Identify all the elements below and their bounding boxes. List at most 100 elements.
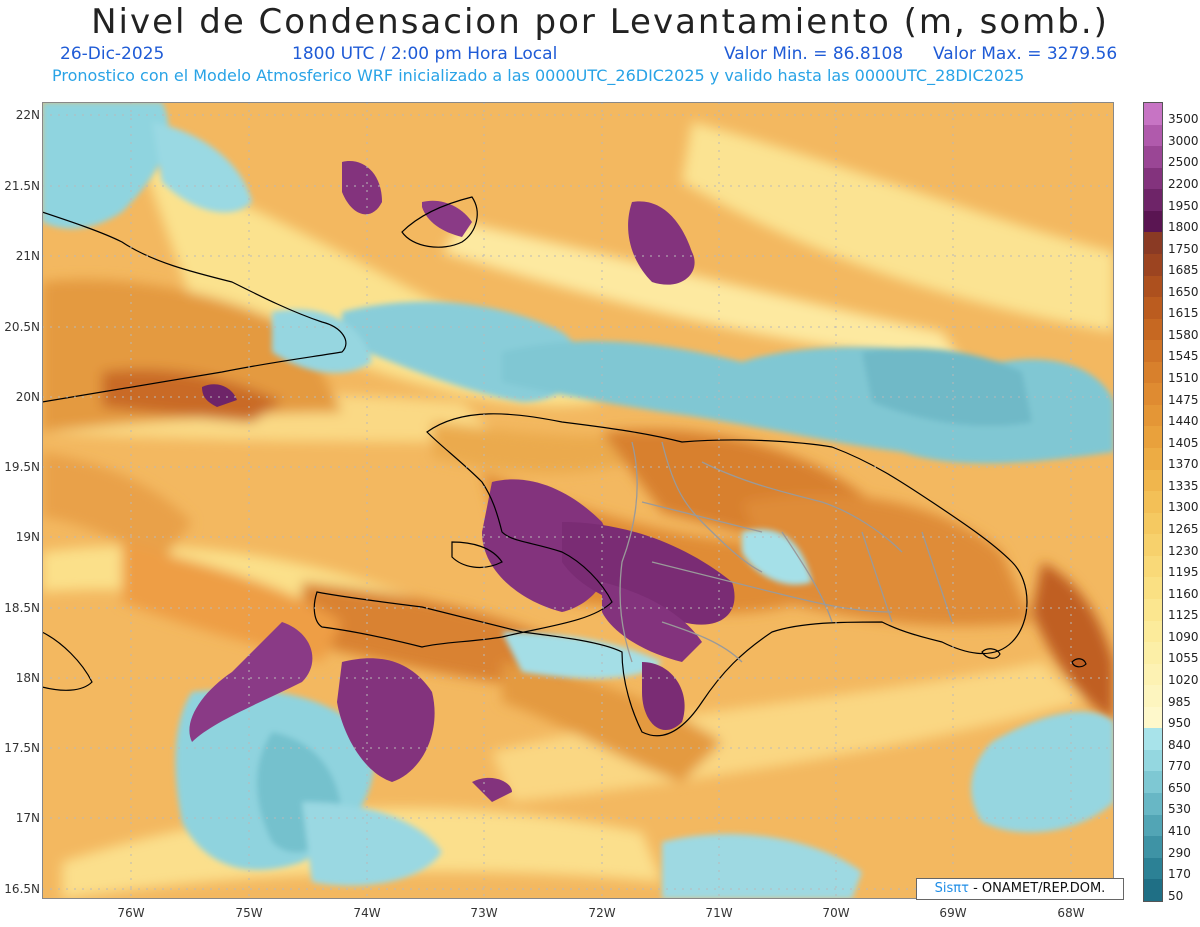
lat-label: 18.5N [4, 601, 40, 615]
colorbar-swatch [1144, 275, 1162, 298]
colorbar-swatch [1144, 167, 1162, 190]
colorbar-swatch [1144, 448, 1162, 470]
colorbar-level-label: 1615 [1168, 306, 1199, 321]
colorbar-swatch [1144, 297, 1162, 319]
lon-label: 76W [117, 906, 145, 920]
colorbar-level-label: 1055 [1168, 651, 1199, 666]
colorbar-swatch [1144, 340, 1162, 362]
colorbar-level-label: 170 [1168, 867, 1191, 882]
colorbar-swatch [1144, 685, 1162, 707]
credit-box: Sisπτ - ONAMET/REP.DOM. [916, 878, 1124, 900]
lat-label: 22N [15, 108, 40, 122]
colorbar-level-label: 290 [1168, 845, 1191, 860]
time-label: 1800 UTC / 2:00 pm Hora Local [292, 44, 558, 64]
colorbar-level-label: 1440 [1168, 414, 1199, 429]
min-value-label: Valor Min. = 86.8108 [724, 44, 904, 64]
colorbar [1143, 102, 1163, 902]
colorbar-level-label: 1685 [1168, 263, 1199, 278]
lat-label: 17.5N [4, 741, 40, 755]
lon-label: 68W [1057, 906, 1085, 920]
lon-label: 73W [470, 906, 498, 920]
colorbar-level-label: 3500 [1168, 112, 1199, 127]
colorbar-swatch [1144, 404, 1162, 427]
lon-label: 70W [822, 906, 850, 920]
colorbar-swatch [1144, 577, 1162, 599]
lon-label: 71W [705, 906, 733, 920]
colorbar-swatch [1144, 598, 1162, 621]
colorbar-swatch [1144, 620, 1162, 643]
colorbar-swatch [1144, 210, 1162, 233]
colorbar-swatch [1144, 189, 1162, 211]
colorbar-level-label: 1510 [1168, 371, 1199, 386]
lat-label: 18N [15, 671, 40, 685]
colorbar-swatch [1144, 642, 1162, 664]
colorbar-level-label: 1160 [1168, 586, 1199, 601]
colorbar-level-label: 2200 [1168, 176, 1199, 191]
lat-label: 19N [15, 530, 40, 544]
sispt-logo: Sisπτ [934, 881, 969, 896]
colorbar-swatch [1144, 771, 1162, 793]
map-panel [42, 102, 1114, 899]
colorbar-swatch [1144, 318, 1162, 341]
colorbar-swatch [1144, 469, 1162, 492]
colorbar-level-label: 1650 [1168, 284, 1199, 299]
colorbar-swatch [1144, 124, 1162, 147]
colorbar-level-label: 1125 [1168, 608, 1199, 623]
colorbar-level-label: 985 [1168, 694, 1191, 709]
lat-label: 16.5N [4, 882, 40, 896]
colorbar-level-label: 1580 [1168, 327, 1199, 342]
colorbar-swatch [1144, 534, 1162, 556]
field-shading [42, 122, 1114, 899]
colorbar-swatch [1144, 512, 1162, 535]
colorbar-level-label: 1230 [1168, 543, 1199, 558]
lat-label: 17N [15, 811, 40, 825]
lon-label: 69W [939, 906, 967, 920]
grid-lines [42, 102, 1114, 899]
forecast-label: Pronostico con el Modelo Atmosferico WRF… [52, 66, 1025, 85]
colorbar-swatch [1144, 836, 1162, 858]
lat-label: 21.5N [4, 179, 40, 193]
colorbar-swatch [1144, 793, 1162, 815]
lon-label: 72W [588, 906, 616, 920]
colorbar-level-label: 1265 [1168, 522, 1199, 537]
colorbar-swatch [1144, 146, 1162, 168]
date-label: 26-Dic-2025 [60, 44, 165, 64]
colorbar-swatch [1144, 361, 1162, 384]
chart-title: Nivel de Condensacion por Levantamiento … [91, 2, 1109, 42]
province-borders [619, 441, 953, 663]
lon-label: 74W [353, 906, 381, 920]
colorbar-swatch [1144, 857, 1162, 880]
colorbar-swatch [1144, 426, 1162, 448]
colorbar-swatch [1144, 879, 1162, 901]
colorbar-level-label: 1950 [1168, 198, 1199, 213]
colorbar-level-label: 650 [1168, 780, 1191, 795]
colorbar-level-label: 3000 [1168, 133, 1199, 148]
colorbar-swatch [1144, 103, 1162, 125]
colorbar-level-label: 1090 [1168, 629, 1199, 644]
colorbar-swatch [1144, 491, 1162, 513]
lat-label: 20.5N [4, 320, 40, 334]
colorbar-swatch [1144, 555, 1162, 578]
coastlines [42, 196, 1087, 737]
colorbar-level-label: 1475 [1168, 392, 1199, 407]
colorbar-level-label: 1545 [1168, 349, 1199, 364]
low-lcl-regions [42, 102, 1114, 899]
colorbar-level-label: 1300 [1168, 500, 1199, 515]
colorbar-swatch [1144, 253, 1162, 276]
colorbar-level-label: 840 [1168, 737, 1191, 752]
colorbar-swatch [1144, 706, 1162, 729]
colorbar-swatch [1144, 749, 1162, 772]
colorbar-level-label: 50 [1168, 888, 1184, 903]
colorbar-level-label: 1020 [1168, 673, 1199, 687]
colorbar-swatch [1144, 383, 1162, 405]
max-value-label: Valor Max. = 3279.56 [933, 44, 1118, 64]
colorbar-level-label: 1405 [1168, 435, 1199, 450]
colorbar-level-label: 1195 [1168, 565, 1199, 580]
lat-label: 20N [15, 390, 40, 404]
lon-label: 75W [235, 906, 263, 920]
credit-text: - ONAMET/REP.DOM. [968, 881, 1106, 896]
colorbar-level-label: 530 [1168, 802, 1191, 817]
colorbar-level-label: 1335 [1168, 478, 1199, 493]
colorbar-level-label: 770 [1168, 759, 1191, 774]
lat-label: 19.5N [4, 460, 40, 474]
